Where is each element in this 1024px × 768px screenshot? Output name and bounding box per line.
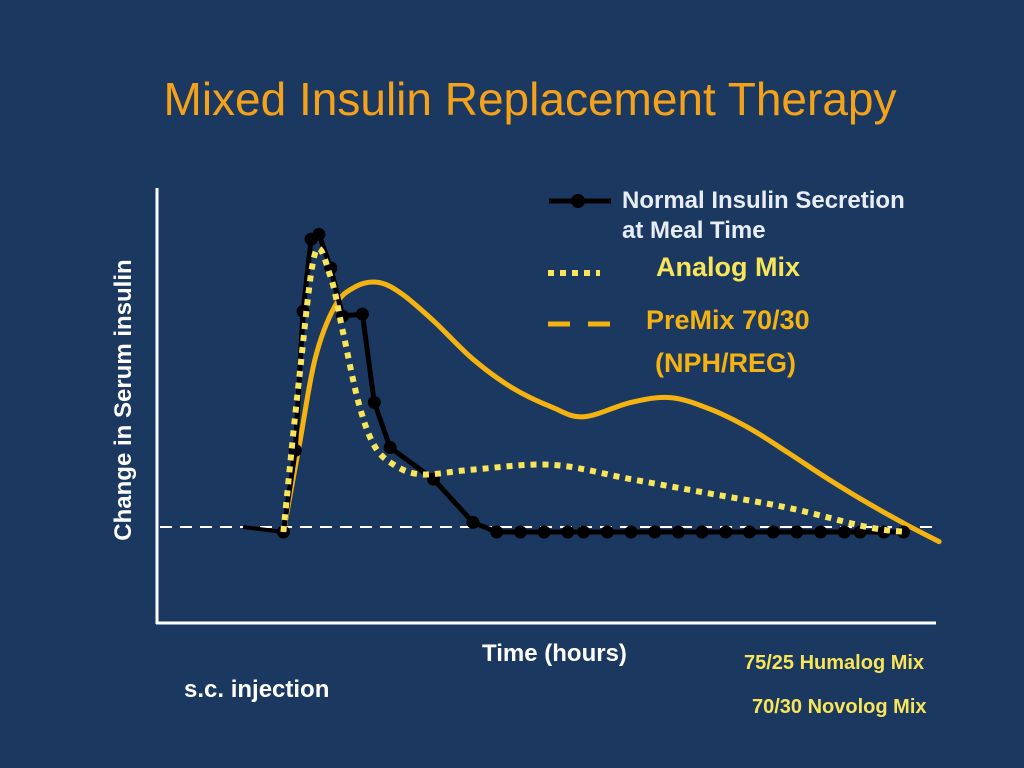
series-normal-point [695,525,709,539]
series-normal-point [837,525,851,539]
legend-label-premix-line2: (NPH/REG) [655,348,796,378]
series-normal-point [383,441,397,454]
series-normal-point [577,525,591,539]
series-normal-point [766,525,780,539]
series-normal-point [367,395,381,409]
legend-label-normal-line1: Normal Insulin Secretion [622,187,905,214]
legend-entry-normal-secretion: Normal Insulin Secretion at Meal Time [622,186,905,246]
series-analog-line [280,245,908,535]
series-normal-point [624,525,638,539]
x-axis-label: Time (hours) [482,640,627,667]
series-normal-point [648,525,662,539]
series-normal-point [513,525,527,539]
series-normal-point [790,525,804,539]
series-normal-point [671,525,685,539]
legend-label-premix-line1: PreMix 70/30 [646,305,810,335]
series-normal-point [561,525,575,539]
series-premix-line [280,279,942,545]
series-normal-point [743,525,756,539]
legend-label-normal-line2: at Meal Time [622,217,766,244]
series-normal-point [312,227,326,241]
series-normal-point [814,525,828,539]
novolog-mix-note: 70/30 Novolog Mix [752,696,927,718]
series-normal-leadin [242,525,284,534]
legend-label-analog-mix: Analog Mix [656,252,801,282]
series-normal-point [355,307,369,321]
series-normal-point [537,525,551,539]
series-normal-point [490,525,504,539]
series-normal-line [280,231,904,535]
chart-title: Mixed Insulin Replacement Therapy [163,73,897,125]
humalog-mix-note: 75/25 Humalog Mix [744,652,925,674]
injection-note: s.c. injection [184,676,330,703]
series-normal-point [719,525,733,539]
series-normal-point [466,515,480,529]
y-axis-label: Change in Serum insulin [110,259,137,541]
series-normal-point [600,525,614,539]
legend-mark-normal-point [571,194,585,208]
